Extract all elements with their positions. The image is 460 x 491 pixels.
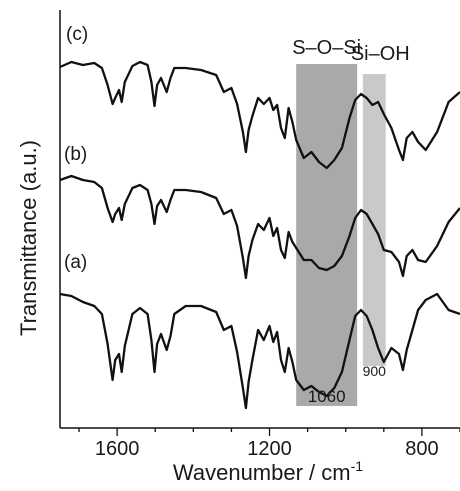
band-value-2: 900 <box>363 363 387 379</box>
series-line-2 <box>59 174 460 280</box>
series-label-1: (c) <box>66 24 88 45</box>
x-tick-label-1600: 1600 <box>95 438 140 460</box>
series-layer: (c) (b) (a) <box>59 24 460 410</box>
x-axis-title-superscript: -1 <box>351 458 364 474</box>
bands-layer <box>296 64 386 406</box>
band-label-1: S–O–Si <box>292 37 361 59</box>
x-tick-label-800: 800 <box>405 438 438 460</box>
band-label-layer: S–O–Si 1060 Si–OH 900 <box>292 37 410 406</box>
plot-frame <box>59 10 460 429</box>
x-tick-label-1200: 1200 <box>247 438 292 460</box>
series-line-1 <box>59 60 460 170</box>
series-label-3: (a) <box>64 252 87 273</box>
y-axis-title: Transmittance (a.u.) <box>16 140 41 336</box>
x-ticks: 1600 1200 800 <box>78 428 460 460</box>
x-axis-title: Wavenumber / cm-1 <box>173 458 363 485</box>
band-value-1: 1060 <box>308 387 346 406</box>
series-line-3 <box>59 292 460 410</box>
x-axis-title-text: Wavenumber / cm <box>173 460 351 485</box>
band-label-2: Si–OH <box>351 43 410 65</box>
band-2 <box>362 74 386 366</box>
series-label-2: (b) <box>64 144 87 165</box>
band-1 <box>296 64 358 406</box>
